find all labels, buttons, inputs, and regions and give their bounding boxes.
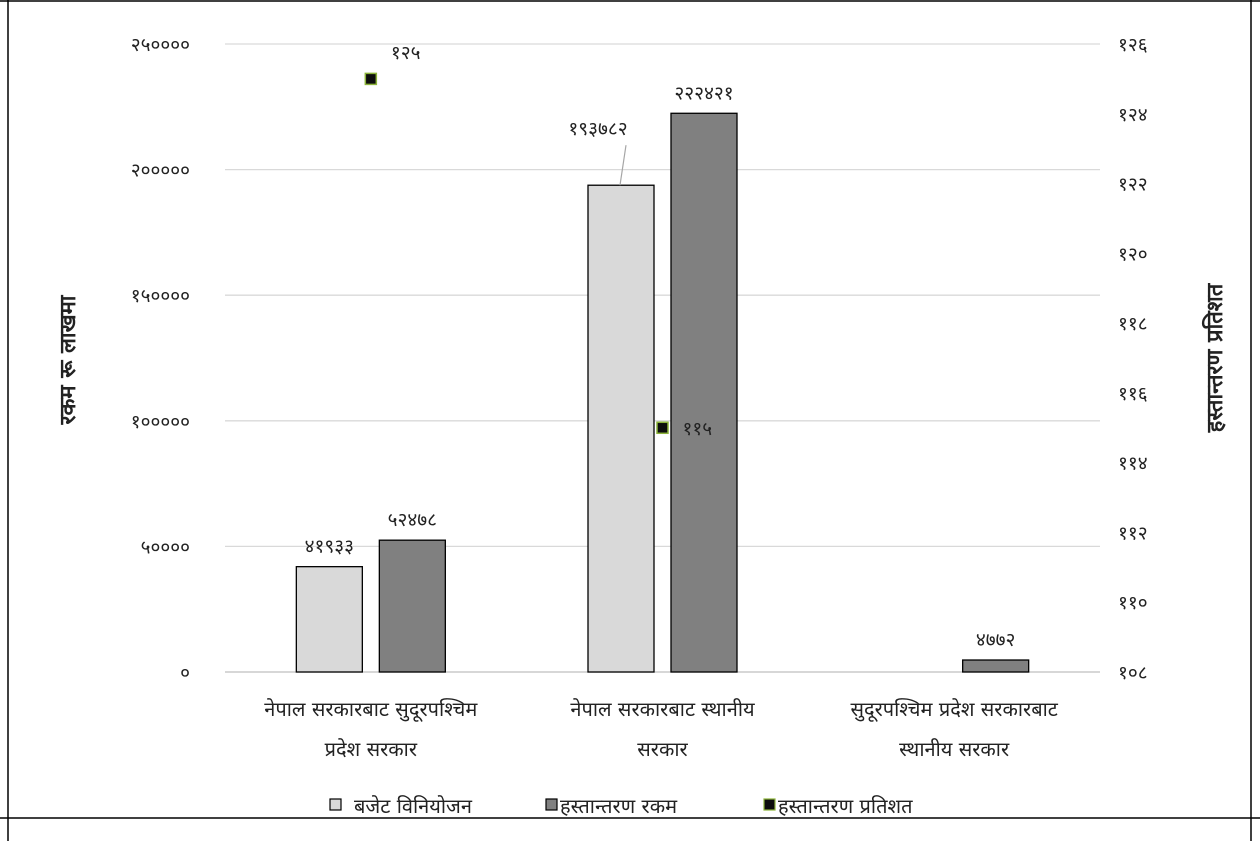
legend-swatch — [329, 798, 342, 811]
bar — [378, 539, 446, 673]
markers — [364, 72, 669, 435]
gridlines — [225, 43, 1100, 673]
y-tick-label: ० — [180, 662, 190, 684]
y2-tick-label: १२० — [1118, 243, 1148, 265]
category-label: सुदूरपश्चिम प्रदेश सरकारबाट — [850, 697, 1058, 722]
category-label: नेपाल सरकारबाट सुदूरपश्चिम — [264, 697, 478, 722]
legend-label: हस्तान्तरण रकम — [560, 794, 678, 818]
marker-data-label: ११५ — [683, 418, 713, 440]
legend-swatch — [545, 798, 558, 811]
leader-line — [619, 145, 627, 186]
y2-tick-label: ११८ — [1118, 313, 1148, 335]
y2-tick-label: ११४ — [1118, 453, 1148, 475]
y-axis-title: रकम रू लाखमा — [56, 294, 81, 425]
marker-point — [364, 72, 378, 86]
data-labels: ४१९३३ ५२४७८ १९३७८२ २२२४२१ ४७७२ १२५ ११५ — [305, 42, 1016, 651]
y-tick-label: २५०००० — [131, 34, 190, 56]
bar — [962, 659, 1030, 673]
y-tick-label: २००००० — [131, 160, 190, 182]
legend-label: बजेट विनियोजन — [354, 794, 473, 818]
marker-point — [656, 421, 669, 435]
category-labels: नेपाल सरकारबाट सुदूरपश्चिम प्रदेश सरकार ने… — [264, 697, 1058, 761]
legend-label: हस्तान्तरण प्रतिशत — [778, 794, 913, 818]
y-tick-label: १५०००० — [131, 285, 190, 307]
marker-data-label: १२५ — [391, 42, 421, 64]
bars — [295, 112, 1030, 673]
y2-tick-label: ११० — [1118, 592, 1148, 614]
bar — [587, 184, 655, 673]
legend: बजेट विनियोजन हस्तान्तरण रकम हस्तान्तरण प्… — [329, 794, 913, 818]
bar-data-label: ५२४७८ — [388, 509, 437, 531]
y2-tick-label: १२६ — [1118, 34, 1148, 56]
y2-tick-label: ११६ — [1118, 383, 1148, 405]
bar — [670, 112, 738, 673]
bar-data-label: १९३७८२ — [568, 118, 627, 140]
category-label: नेपाल सरकारबाट स्थानीय — [570, 697, 755, 721]
bar-data-label: २२२४२१ — [674, 82, 733, 104]
category-label: प्रदेश सरकार — [325, 737, 418, 761]
y2-tick-label: ११२ — [1118, 522, 1148, 544]
category-label: सरकार — [637, 737, 688, 761]
bar-data-label: ४१९३३ — [305, 536, 354, 558]
y2-axis-ticks: १०८ ११० ११२ ११४ ११६ ११८ १२० १२२ १२४ १२६ — [1118, 34, 1148, 684]
y2-tick-label: १२४ — [1118, 104, 1148, 126]
category-label: स्थानीय सरकार — [899, 737, 1010, 761]
y-axis-ticks: ० ५०००० १००००० १५०००० २००००० २५०००० — [131, 34, 190, 684]
y2-axis-title: हस्तान्तरण प्रतिशत — [1201, 282, 1228, 433]
y-tick-label: ५०००० — [141, 536, 190, 558]
y2-tick-label: १२२ — [1118, 174, 1148, 196]
legend-swatch — [763, 798, 776, 811]
bar-data-label: ४७७२ — [976, 629, 1016, 651]
y-tick-label: १००००० — [131, 411, 190, 433]
bar — [295, 566, 363, 673]
y2-tick-label: १०८ — [1118, 662, 1148, 684]
